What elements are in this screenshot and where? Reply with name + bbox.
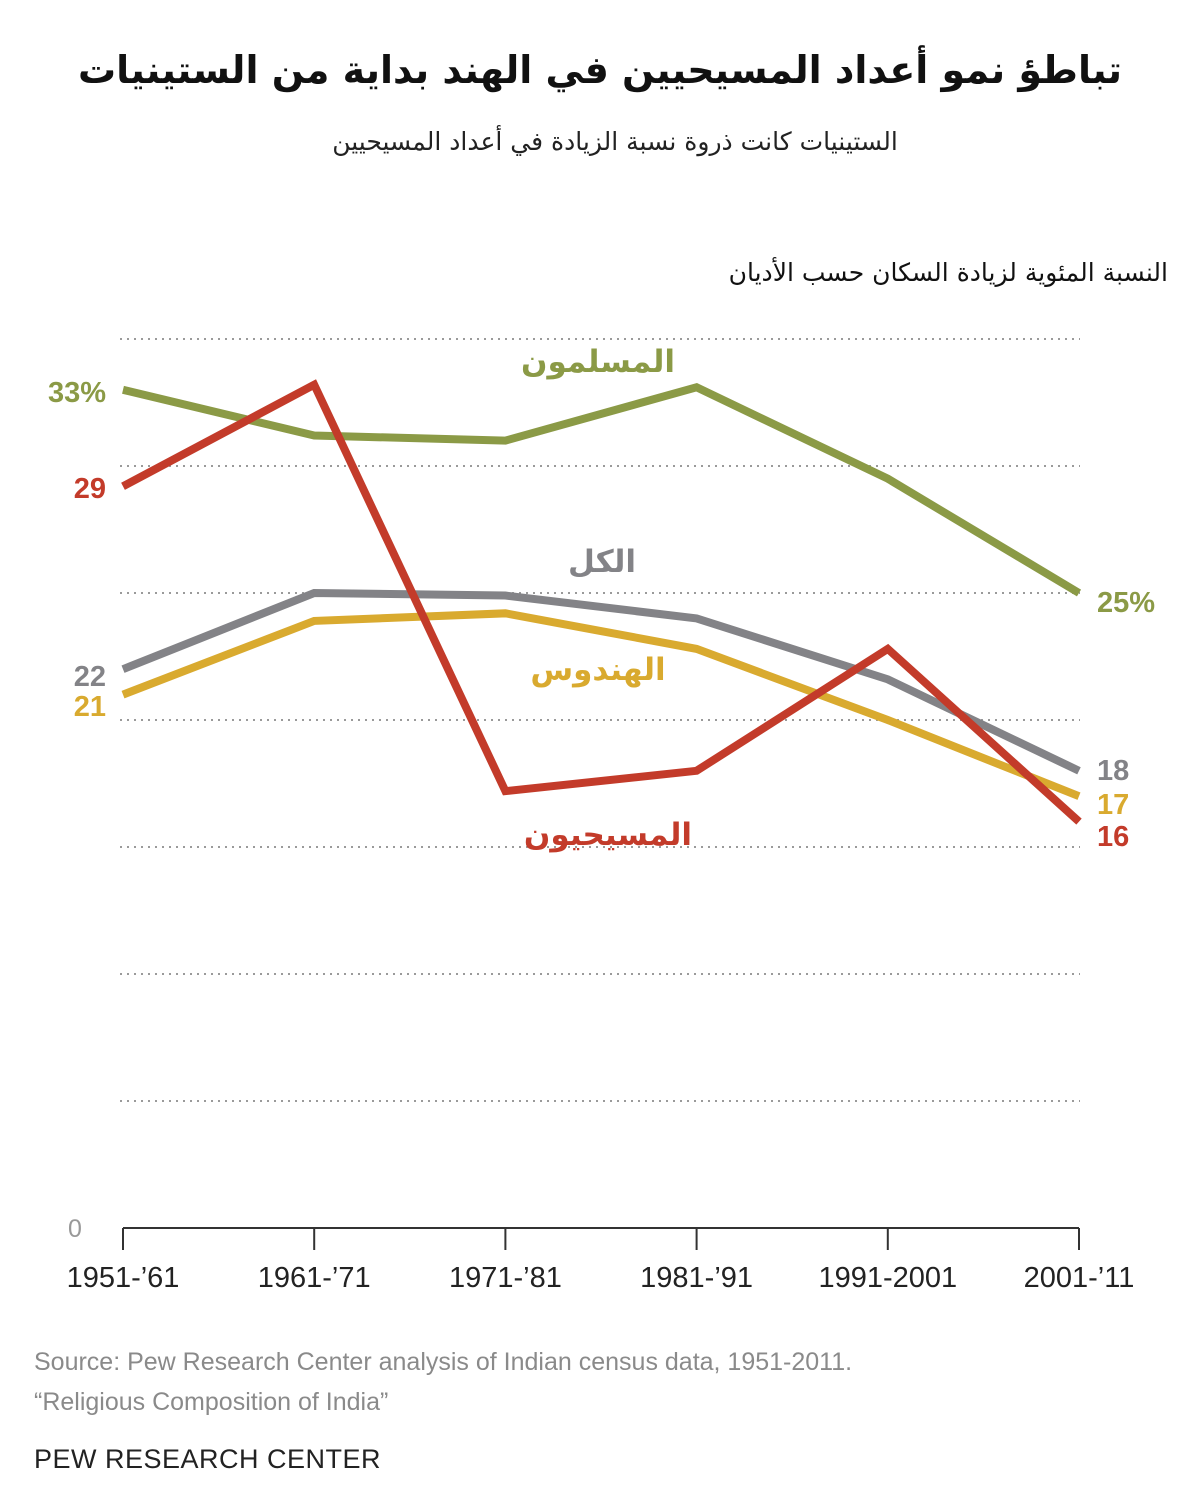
series-line [121,379,1082,825]
chart-subtitle: الستينيات كانت ذروة نسبة الزيادة في أعدا… [332,127,898,156]
series-line [121,609,1081,800]
x-tick-label: 1961-’71 [258,1262,371,1294]
start-value-label: 22 [74,661,106,693]
series-line [121,588,1081,775]
series-line [122,383,1082,597]
y-axis-label: النسبة المئوية لزيادة السكان حسب الأديان [728,258,1168,287]
series-name-label: المسيحيون [524,817,692,853]
y-tick-label: 0 [68,1215,82,1243]
source-line-1: Source: Pew Research Center analysis of … [34,1348,853,1376]
start-value-label: 21 [74,691,106,723]
start-value-label: 33% [48,377,106,409]
x-tick-label: 2001-’11 [1024,1262,1135,1294]
pew-logo: PEW RESEARCH CENTER [34,1444,382,1474]
source-line-2: “Religious Composition of India” [34,1388,389,1416]
chart-title: تباطؤ نمو أعداد المسيحيين في الهند بداية… [78,48,1122,92]
start-value-label: 29 [74,473,106,505]
x-tick-label: 1991-2001 [818,1262,957,1294]
end-value-label: 17 [1097,789,1129,821]
series-name-label: الكل [568,544,636,580]
x-tick-label: 1971-’81 [449,1262,562,1294]
x-tick-label: 1951-’61 [67,1262,180,1294]
end-value-label: 16 [1097,821,1129,853]
series-name-label: المسلمون [521,344,675,380]
end-value-label: 25% [1097,587,1155,619]
x-tick-label: 1981-’91 [640,1262,753,1294]
end-value-label: 18 [1097,755,1129,787]
source-note: Source: Pew Research Center analysis of … [34,1342,852,1422]
series-name-label: الهندوس [530,652,665,688]
